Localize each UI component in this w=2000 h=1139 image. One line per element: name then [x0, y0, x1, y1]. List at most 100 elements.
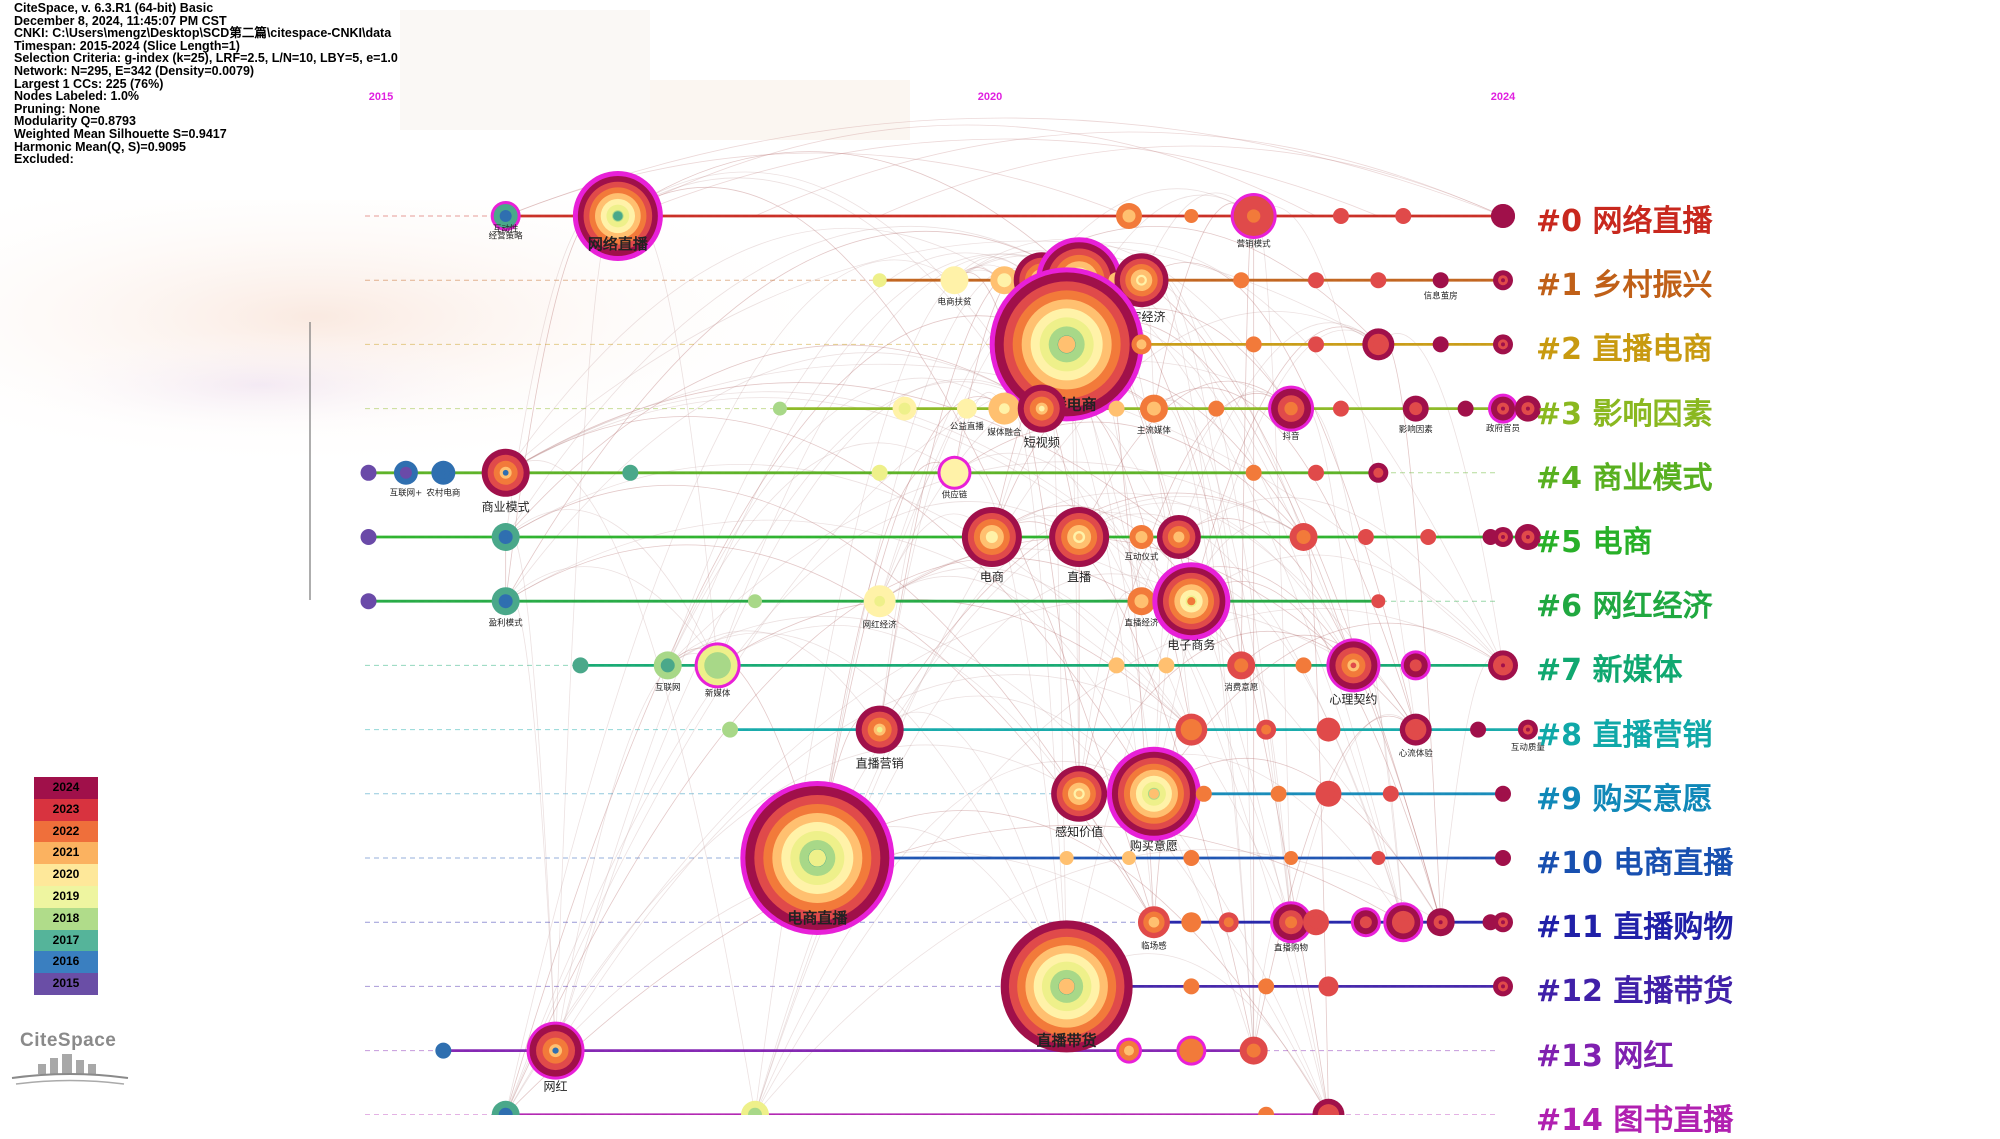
keyword-node[interactable]: 互动性 — [493, 211, 519, 235]
keyword-node[interactable] — [872, 273, 887, 288]
keyword-node[interactable] — [1116, 203, 1142, 229]
keyword-node[interactable]: 网络直播 — [572, 171, 663, 261]
keyword-node[interactable] — [1383, 902, 1424, 943]
keyword-node[interactable] — [1488, 650, 1518, 681]
keyword-node[interactable] — [1245, 336, 1262, 353]
keyword-node[interactable] — [871, 464, 888, 481]
keyword-node[interactable] — [1362, 328, 1395, 361]
keyword-node[interactable] — [1315, 780, 1342, 807]
keyword-node[interactable] — [1493, 527, 1513, 547]
keyword-node[interactable]: 短视频 — [1017, 384, 1066, 450]
keyword-node[interactable] — [1420, 529, 1437, 545]
keyword-node[interactable]: 盈利模式 — [489, 587, 524, 629]
keyword-node[interactable] — [1493, 976, 1513, 997]
keyword-node[interactable] — [1116, 1037, 1142, 1064]
keyword-node[interactable] — [1308, 464, 1324, 481]
keyword-node[interactable] — [1395, 208, 1412, 224]
keyword-node[interactable]: 电商直播 — [740, 781, 895, 935]
keyword-node[interactable] — [741, 1100, 769, 1115]
keyword-node[interactable]: 主流媒体 — [1137, 394, 1172, 437]
keyword-node[interactable] — [1108, 400, 1125, 417]
keyword-node[interactable] — [1316, 717, 1341, 742]
keyword-node[interactable]: 新媒体 — [694, 642, 741, 699]
keyword-node[interactable] — [622, 464, 639, 481]
keyword-node[interactable]: 感知价值 — [1051, 765, 1108, 839]
keyword-node[interactable]: 电商扶贫 — [937, 266, 972, 308]
keyword-node[interactable]: 购买意愿 — [1106, 746, 1201, 853]
keyword-node[interactable] — [360, 593, 377, 610]
keyword-node[interactable]: 媒体融合 — [987, 392, 1022, 439]
keyword-node[interactable] — [1156, 515, 1201, 559]
keyword-node[interactable] — [1371, 851, 1386, 865]
keyword-node[interactable] — [1289, 523, 1318, 551]
keyword-node[interactable] — [1258, 978, 1275, 995]
keyword-node[interactable]: 临场感 — [1137, 906, 1170, 952]
keyword-node[interactable] — [1308, 336, 1324, 353]
keyword-node[interactable]: 互联网 — [653, 651, 682, 693]
keyword-node[interactable] — [491, 523, 520, 551]
keyword-node[interactable] — [1183, 978, 1200, 995]
keyword-node[interactable] — [435, 1042, 452, 1059]
keyword-node[interactable] — [1181, 912, 1202, 933]
keyword-node[interactable]: 电商 — [961, 507, 1022, 584]
keyword-node[interactable] — [1368, 462, 1389, 483]
keyword-node[interactable] — [1059, 851, 1074, 865]
keyword-node[interactable] — [722, 721, 739, 738]
keyword-node[interactable]: 公益直播 — [950, 398, 985, 433]
keyword-node[interactable]: 营销模式 — [1230, 193, 1277, 250]
keyword-node[interactable] — [1312, 1098, 1345, 1115]
keyword-node[interactable] — [1158, 657, 1175, 674]
keyword-node[interactable]: 抖音 — [1268, 385, 1315, 443]
keyword-node[interactable] — [1284, 851, 1299, 865]
keyword-node[interactable] — [1495, 785, 1511, 802]
keyword-node[interactable] — [772, 401, 787, 416]
keyword-node[interactable] — [1131, 334, 1152, 355]
keyword-node[interactable]: 心流体验 — [1399, 713, 1434, 760]
keyword-node[interactable] — [1239, 1036, 1268, 1065]
keyword-node[interactable]: 影响因素 — [1399, 395, 1434, 436]
keyword-node[interactable] — [1208, 400, 1225, 417]
keyword-node[interactable] — [1457, 400, 1474, 417]
keyword-node[interactable] — [1108, 657, 1125, 674]
keyword-node[interactable] — [1514, 524, 1541, 550]
keyword-node[interactable]: 农村电商 — [426, 460, 460, 499]
keyword-node[interactable] — [1332, 208, 1349, 224]
keyword-node[interactable] — [360, 529, 377, 545]
keyword-node[interactable]: 网红 — [526, 1021, 585, 1094]
keyword-node[interactable] — [1295, 657, 1312, 674]
keyword-node[interactable] — [1357, 529, 1374, 545]
keyword-node[interactable]: 直播电商 — [989, 267, 1144, 422]
keyword-node[interactable] — [1176, 1035, 1207, 1066]
keyword-node[interactable]: 经营策略 — [489, 201, 524, 242]
keyword-node[interactable]: 电子商务 — [1152, 562, 1231, 652]
keyword-node[interactable]: 数字经济 — [1114, 253, 1169, 324]
keyword-node[interactable] — [1470, 721, 1487, 738]
keyword-node[interactable] — [1493, 912, 1513, 933]
keyword-node[interactable]: 直播营销 — [856, 705, 904, 771]
keyword-node[interactable] — [1370, 272, 1387, 289]
keyword-node[interactable] — [1382, 785, 1399, 802]
keyword-node[interactable] — [360, 464, 377, 481]
keyword-node[interactable] — [1495, 850, 1511, 866]
keyword-node[interactable]: 直播带货 — [1000, 920, 1133, 1053]
keyword-node[interactable] — [1426, 908, 1455, 937]
keyword-node[interactable] — [748, 594, 762, 609]
keyword-node[interactable] — [892, 396, 917, 421]
keyword-node[interactable]: 心理契约 — [1326, 638, 1381, 706]
keyword-node[interactable]: 网红经济 — [863, 585, 898, 631]
keyword-node[interactable] — [1332, 400, 1349, 417]
keyword-node[interactable] — [990, 266, 1019, 295]
keyword-node[interactable]: 互联网+ — [390, 460, 423, 499]
keyword-node[interactable] — [1303, 909, 1329, 936]
keyword-node[interactable] — [1514, 395, 1541, 422]
keyword-node[interactable] — [1270, 785, 1287, 802]
keyword-node[interactable] — [1400, 650, 1431, 681]
keyword-node[interactable] — [1184, 209, 1199, 223]
keyword-node[interactable] — [1350, 907, 1381, 938]
keyword-node[interactable]: 政府官员 — [1486, 393, 1520, 435]
keyword-node[interactable] — [1495, 208, 1511, 224]
keyword-node[interactable] — [572, 657, 589, 674]
keyword-node[interactable]: 商业模式 — [482, 448, 530, 514]
keyword-node[interactable] — [1432, 336, 1449, 353]
keyword-node[interactable] — [1245, 464, 1262, 481]
